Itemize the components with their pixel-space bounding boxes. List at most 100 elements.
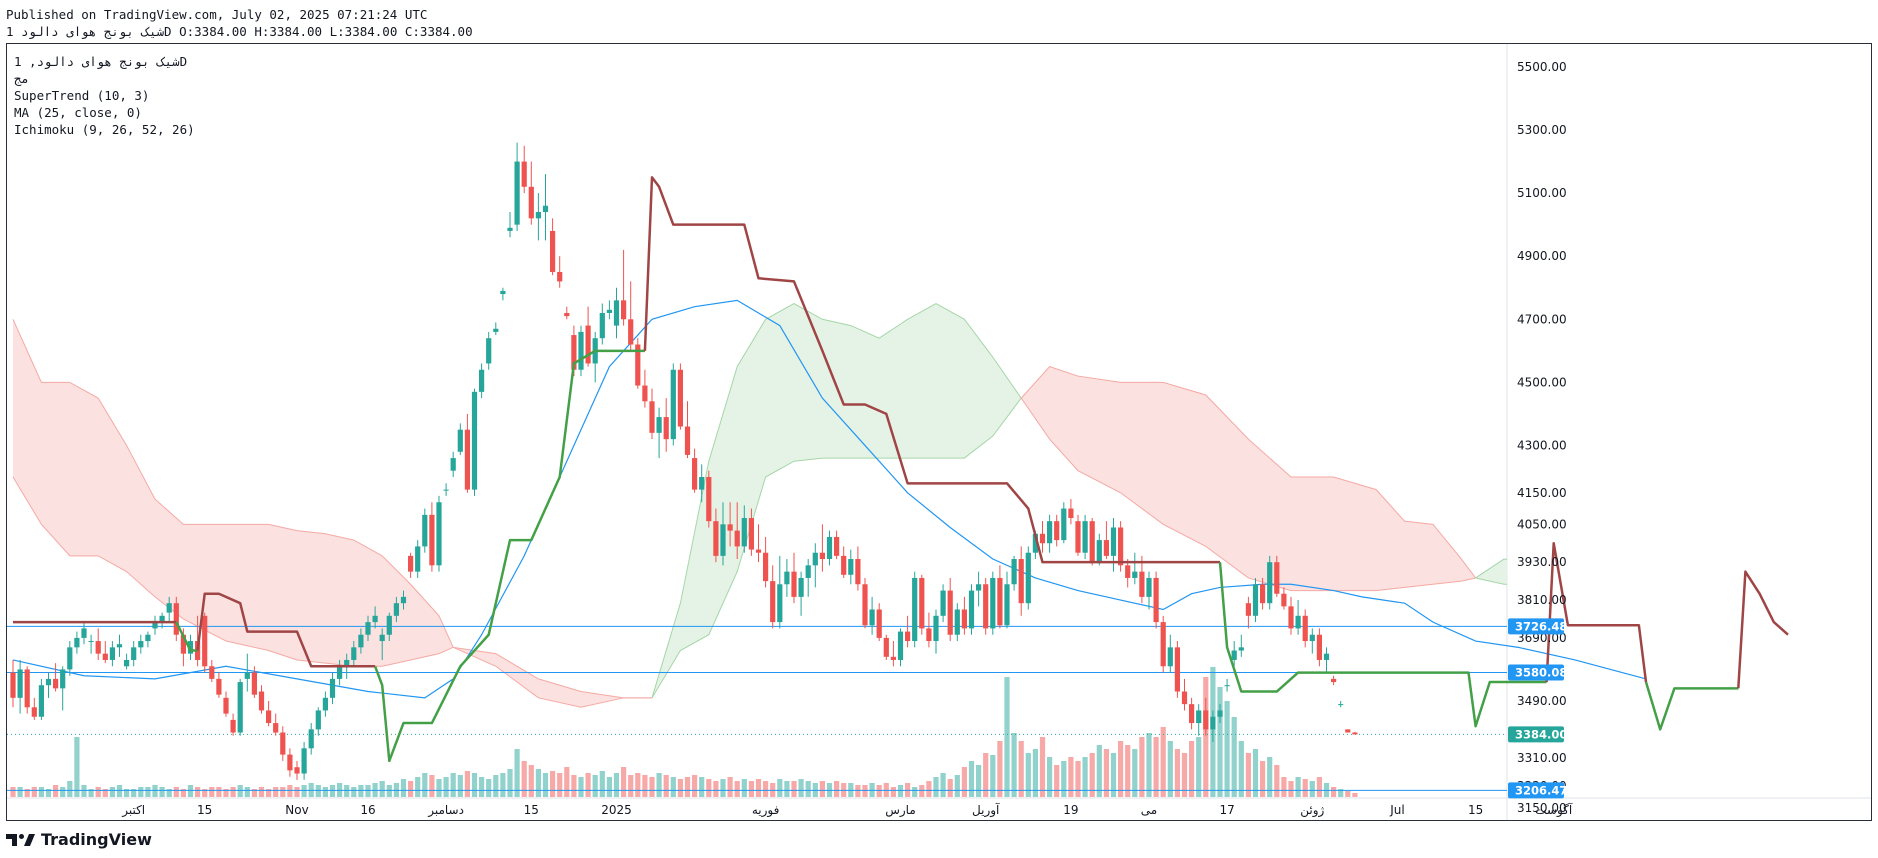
candle-body[interactable] xyxy=(613,300,620,326)
candle-body[interactable] xyxy=(677,369,683,427)
candle-body[interactable] xyxy=(564,312,570,317)
candle-body[interactable] xyxy=(95,641,101,654)
candle-body[interactable] xyxy=(17,669,23,698)
candle-body[interactable] xyxy=(1281,593,1287,607)
candle-body[interactable] xyxy=(869,609,875,626)
candle-body[interactable] xyxy=(464,429,470,490)
candle-body[interactable] xyxy=(273,723,279,733)
candle-body[interactable] xyxy=(471,391,478,490)
candle-body[interactable] xyxy=(557,271,563,282)
candle-body[interactable] xyxy=(1025,552,1031,604)
candle-body[interactable] xyxy=(1047,521,1053,544)
candle-body[interactable] xyxy=(372,615,378,623)
candle-body[interactable] xyxy=(1267,562,1273,604)
candle-body[interactable] xyxy=(60,669,66,689)
candle-body[interactable] xyxy=(961,609,967,629)
candle-body[interactable] xyxy=(514,161,520,225)
candle-body[interactable] xyxy=(280,732,286,755)
candle-body[interactable] xyxy=(578,331,584,370)
candle-body[interactable] xyxy=(415,546,421,572)
candle-body[interactable] xyxy=(1132,571,1138,578)
candle-body[interactable] xyxy=(116,644,123,648)
candle-body[interactable] xyxy=(535,212,541,219)
candle-body[interactable] xyxy=(230,719,236,733)
candle-body[interactable] xyxy=(365,622,371,635)
candle-body[interactable] xyxy=(486,338,492,364)
candle-body[interactable] xyxy=(1252,584,1259,616)
candle-body[interactable] xyxy=(1309,634,1315,642)
candle-body[interactable] xyxy=(1004,584,1010,626)
candle-body[interactable] xyxy=(180,634,186,654)
candle-body[interactable] xyxy=(947,590,953,635)
candle-body[interactable] xyxy=(337,666,343,679)
candle-body[interactable] xyxy=(798,577,804,597)
candle-body[interactable] xyxy=(819,552,825,560)
candle-body[interactable] xyxy=(1316,634,1322,660)
candle-body[interactable] xyxy=(31,707,37,717)
candle-body[interactable] xyxy=(663,417,669,440)
candle-body[interactable] xyxy=(826,536,833,560)
candle-body[interactable] xyxy=(954,609,960,635)
candle-body[interactable] xyxy=(443,489,449,491)
candle-body[interactable] xyxy=(1103,540,1109,556)
price-chart[interactable]: 3150.003220.003310.003490.003690.003810.… xyxy=(7,44,1871,820)
candle-body[interactable] xyxy=(1082,521,1088,553)
candle-body[interactable] xyxy=(1061,508,1067,541)
candle-body[interactable] xyxy=(145,634,151,642)
candle-body[interactable] xyxy=(322,697,328,711)
candle-body[interactable] xyxy=(713,521,719,556)
candle-body[interactable] xyxy=(1118,527,1124,566)
candle-body[interactable] xyxy=(88,641,94,643)
candle-body[interactable] xyxy=(635,344,641,386)
candle-body[interactable] xyxy=(1153,577,1159,623)
candle-body[interactable] xyxy=(202,615,208,667)
candle-body[interactable] xyxy=(131,647,137,660)
candle-body[interactable] xyxy=(621,300,627,320)
candle-body[interactable] xyxy=(216,678,222,695)
candle-body[interactable] xyxy=(1224,685,1230,687)
candle-body[interactable] xyxy=(983,584,989,629)
candle-body[interactable] xyxy=(926,628,932,642)
candle-body[interactable] xyxy=(599,312,605,339)
candle-body[interactable] xyxy=(585,325,591,364)
candle-body[interactable] xyxy=(876,609,882,638)
candle-body[interactable] xyxy=(422,514,428,547)
candle-body[interactable] xyxy=(1011,559,1017,585)
candle-body[interactable] xyxy=(1302,615,1308,642)
candle-body[interactable] xyxy=(457,429,463,452)
candle-body[interactable] xyxy=(1075,521,1081,553)
candle-body[interactable] xyxy=(24,669,30,708)
candle-body[interactable] xyxy=(905,631,911,642)
candle-body[interactable] xyxy=(109,647,115,660)
candle-body[interactable] xyxy=(1331,678,1337,683)
candle-body[interactable] xyxy=(933,615,939,642)
candle-body[interactable] xyxy=(791,571,797,597)
candle-body[interactable] xyxy=(393,603,399,616)
candle-body[interactable] xyxy=(493,328,499,332)
candle-body[interactable] xyxy=(1039,533,1046,544)
candle-body[interactable] xyxy=(628,319,634,345)
candle-body[interactable] xyxy=(187,641,194,654)
candle-body[interactable] xyxy=(692,458,698,490)
candle-body[interactable] xyxy=(408,555,414,572)
candle-body[interactable] xyxy=(1089,521,1095,563)
candle-body[interactable] xyxy=(479,369,485,392)
candle-body[interactable] xyxy=(507,227,513,231)
candle-body[interactable] xyxy=(720,524,726,556)
candle-body[interactable] xyxy=(1110,527,1117,556)
candle-body[interactable] xyxy=(1139,571,1145,597)
candle-body[interactable] xyxy=(244,672,250,679)
candle-body[interactable] xyxy=(351,647,357,660)
candle-body[interactable] xyxy=(528,186,534,219)
candle-body[interactable] xyxy=(763,552,769,582)
candle-body[interactable] xyxy=(748,518,754,550)
candle-body[interactable] xyxy=(542,205,549,213)
candle-body[interactable] xyxy=(386,615,392,635)
candle-body[interactable] xyxy=(1210,716,1216,730)
candle-body[interactable] xyxy=(1245,603,1251,616)
candle-body[interactable] xyxy=(550,230,556,272)
legend-ma[interactable]: MA (25, close, 0) xyxy=(14,105,142,120)
candle-body[interactable] xyxy=(251,672,257,695)
candle-body[interactable] xyxy=(67,647,73,670)
candle-body[interactable] xyxy=(841,555,847,575)
